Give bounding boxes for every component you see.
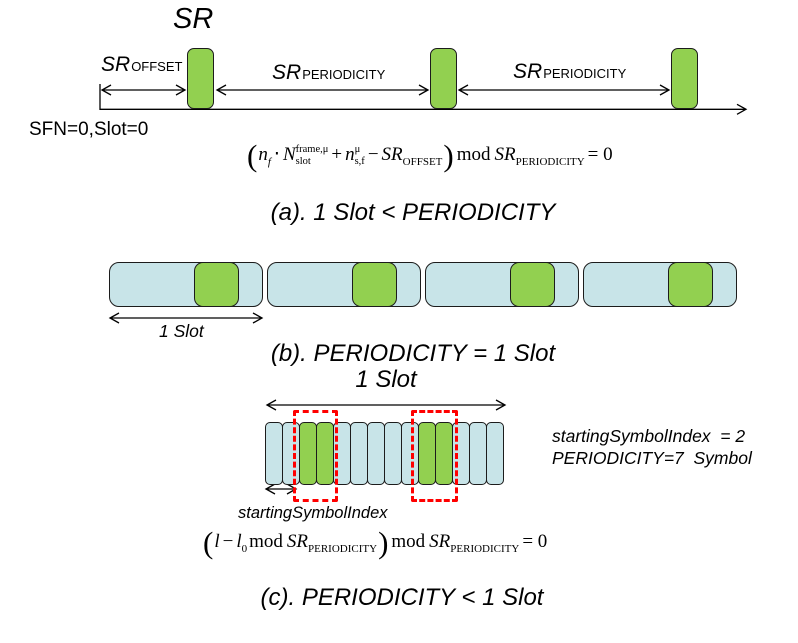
mod-operator: mod xyxy=(456,144,491,165)
mod-operator-1: mod xyxy=(249,531,283,552)
var-sr-offset-sub: OFFSET xyxy=(402,155,443,168)
symbol-cell xyxy=(469,422,487,485)
sr-highlight-box-2 xyxy=(411,410,458,502)
mod-operator-2: mod xyxy=(391,531,426,552)
cdot-operator: ⋅ xyxy=(273,144,280,165)
nslot-sup: frame,μ xyxy=(295,144,329,156)
sr-offset-label: SROFFSET xyxy=(101,53,182,77)
sr-periodicity-sub: PERIODICITY xyxy=(302,67,386,82)
var-sr-periodicity-2-sub: PERIODICITY xyxy=(450,542,520,555)
sr-occasion-block xyxy=(194,261,239,307)
minus-operator: − xyxy=(222,531,234,552)
sr-periodicity-label-2: SRPERIODICITY xyxy=(513,60,626,84)
nslot-scripts: frame,μ slot xyxy=(296,144,329,167)
nsf-sup: μ xyxy=(354,144,361,156)
sr-occasion-block xyxy=(510,261,555,307)
equals-zero: = 0 xyxy=(522,531,548,552)
slot xyxy=(583,261,737,307)
minus-operator: − xyxy=(367,144,379,165)
sr-occasion-block xyxy=(352,261,397,307)
symbol-cell xyxy=(350,422,368,485)
var-nsf: n xyxy=(345,144,355,165)
nsf-scripts: μ s,f xyxy=(355,144,365,167)
sr-periodicity-label-1: SRPERIODICITY xyxy=(272,61,385,85)
slot xyxy=(425,261,579,307)
sr-highlight-box-1 xyxy=(293,410,338,502)
sr-periodicity-base: SR xyxy=(513,60,543,83)
caption-b: (b). PERIODICITY = 1 Slot xyxy=(270,340,556,367)
var-sr-periodicity: SR xyxy=(494,144,516,165)
starting-symbol-param: startingSymbolIndex = 2 xyxy=(552,426,746,446)
sfn-slot-origin-label: SFN=0,Slot=0 xyxy=(29,119,149,140)
periodicity-param: PERIODICITY=7 Symbol xyxy=(552,448,752,468)
nslot-sub: slot xyxy=(295,155,311,167)
var-sr-offset: SR xyxy=(381,144,403,165)
symbol-cell xyxy=(265,422,283,485)
sr-parameters-text: startingSymbolIndex = 2 PERIODICITY=7 Sym… xyxy=(552,425,752,469)
open-paren: ( xyxy=(247,137,258,173)
sr-occasion-bar xyxy=(671,48,698,109)
var-nf: n xyxy=(258,144,268,165)
sr-offset-base: SR xyxy=(101,53,131,76)
slot xyxy=(267,261,421,307)
symbol-cell xyxy=(367,422,385,485)
equals-zero: = 0 xyxy=(587,144,613,165)
slot xyxy=(109,261,263,307)
symbol-cell xyxy=(486,422,504,485)
starting-symbol-index-label: startingSymbolIndex xyxy=(238,504,388,522)
var-l0-sub: 0 xyxy=(241,542,248,555)
var-sr-periodicity-1: SR xyxy=(286,531,308,552)
var-nslot: N xyxy=(282,144,296,165)
sr-label: SR xyxy=(173,3,214,35)
symbol-level-formula: (l − l0 mod SRPERIODICITY) mod SRPERIODICITY = … xyxy=(202,527,550,558)
symbol-cell xyxy=(384,422,402,485)
var-l0: l xyxy=(236,531,242,552)
open-paren: ( xyxy=(203,524,214,560)
sr-periodicity-base: SR xyxy=(272,61,302,84)
sr-periodicity-sub: PERIODICITY xyxy=(543,66,627,81)
var-sr-periodicity-1-sub: PERIODICITY xyxy=(308,542,378,555)
close-paren: ) xyxy=(443,137,454,173)
slot-width-label-b: 1 Slot xyxy=(159,321,204,341)
sr-occasion-block xyxy=(668,261,713,307)
sr-offset-sub: OFFSET xyxy=(131,59,183,74)
var-nf-sub: f xyxy=(267,155,271,168)
sr-occasion-bar xyxy=(430,48,457,109)
nsf-sub: s,f xyxy=(354,155,365,167)
close-paren: ) xyxy=(378,524,389,560)
caption-a: (a). 1 Slot < PERIODICITY xyxy=(270,199,556,226)
slot-row xyxy=(109,261,737,307)
var-l: l xyxy=(214,531,220,552)
var-sr-periodicity-sub: PERIODICITY xyxy=(515,155,585,168)
caption-c: (c). PERIODICITY < 1 Slot xyxy=(260,584,544,611)
plus-operator: + xyxy=(331,144,343,165)
sr-occasion-bar xyxy=(187,48,214,109)
var-sr-periodicity-2: SR xyxy=(429,531,451,552)
slot-width-label-c: 1 Slot xyxy=(355,366,417,393)
